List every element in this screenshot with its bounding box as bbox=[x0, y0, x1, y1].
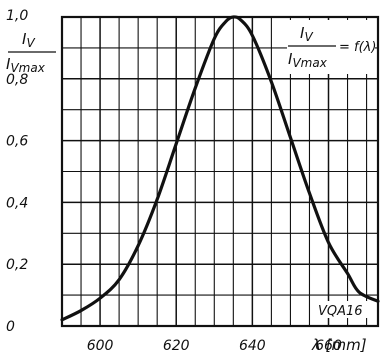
y-tick-label: 0,8 bbox=[6, 72, 28, 88]
tick-labels: 600 620 640 660 0 0,2 0,4 0,6 0,8 1,0 bbox=[6, 8, 342, 354]
x-tick-label: 640 bbox=[239, 338, 266, 354]
y-tick-label: 0,2 bbox=[6, 257, 28, 273]
formula-background bbox=[287, 20, 375, 74]
model-annotation: VQA16 bbox=[314, 301, 370, 319]
plot-frame bbox=[60, 15, 380, 328]
x-axis-label: λ [mm] bbox=[311, 336, 367, 354]
y-tick-label: 0 bbox=[6, 319, 15, 335]
formula-annotation: IV IVmax = f(λ) bbox=[287, 20, 376, 74]
x-tick-label: 660 bbox=[315, 338, 342, 354]
x-tick-label: 620 bbox=[163, 338, 190, 354]
y-axis-label-denominator: IVmax bbox=[6, 55, 46, 75]
y-axis-label: IV IVmax bbox=[6, 30, 56, 75]
y-tick-label: 0,6 bbox=[6, 134, 28, 150]
x-tick-label: 600 bbox=[87, 338, 114, 354]
y-tick-label: 0,4 bbox=[6, 195, 28, 211]
y-tick-label: 1,0 bbox=[6, 8, 28, 24]
model-label: VQA16 bbox=[318, 304, 363, 319]
model-background bbox=[314, 301, 370, 318]
plot-border bbox=[60, 15, 380, 328]
series-line bbox=[60, 15, 380, 322]
formula-suffix: = f(λ) bbox=[339, 40, 376, 55]
y-axis-label-numerator: IV bbox=[22, 30, 35, 50]
